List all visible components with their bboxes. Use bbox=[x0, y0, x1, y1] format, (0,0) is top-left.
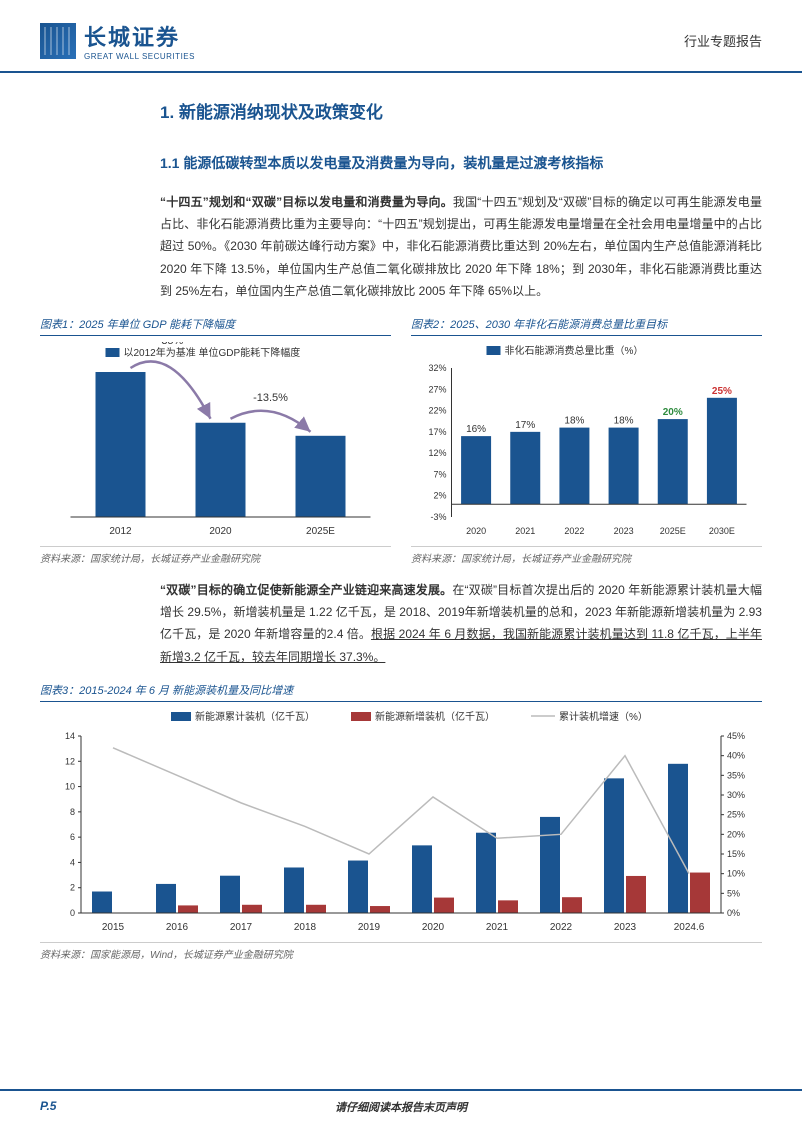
svg-text:30%: 30% bbox=[727, 790, 745, 800]
para1-rest: 我国“十四五”规划及“双碳”目标的确定以可再生能源发电量占比、非化石能源消费比重… bbox=[160, 195, 762, 298]
footer-disclaimer: 请仔细阅读本报告末页声明 bbox=[335, 1099, 467, 1115]
svg-text:20%: 20% bbox=[663, 407, 683, 418]
logo-main-text: 长城证券 bbox=[84, 25, 180, 50]
svg-text:2025E: 2025E bbox=[306, 526, 335, 537]
chart-2-area: 非化石能源消费总量比重（%） -3% 2% 7% 12% 17% 22% 27% 32% 16% 2… bbox=[411, 342, 762, 542]
svg-text:2018: 2018 bbox=[294, 922, 317, 933]
chart-2-title: 图表2：2025、2030 年非化石能源消费总量比重目标 bbox=[411, 316, 762, 336]
chart-3-source: 资料来源：国家能源局，Wind，长城证券产业金融研究院 bbox=[40, 942, 762, 961]
svg-text:非化石能源消费总量比重（%）: 非化石能源消费总量比重（%） bbox=[505, 344, 644, 357]
svg-text:2016: 2016 bbox=[166, 922, 189, 933]
svg-text:25%: 25% bbox=[712, 386, 732, 397]
svg-text:40%: 40% bbox=[727, 750, 745, 760]
footer-page: P.5 bbox=[40, 1099, 56, 1113]
svg-text:2020: 2020 bbox=[209, 526, 232, 537]
paragraph-2: “双碳”目标的确立促使新能源全产业链迎来高速发展。在“双碳”目标首次提出后的 2… bbox=[160, 579, 762, 668]
svg-text:2025E: 2025E bbox=[660, 526, 686, 536]
svg-text:16%: 16% bbox=[466, 424, 486, 435]
svg-text:新能源新增装机（亿千瓦）: 新能源新增装机（亿千瓦） bbox=[375, 710, 495, 723]
svg-text:45%: 45% bbox=[727, 731, 745, 741]
logo-icon bbox=[40, 23, 76, 59]
svg-text:14: 14 bbox=[65, 731, 75, 741]
svg-text:2017: 2017 bbox=[230, 922, 253, 933]
svg-text:2020: 2020 bbox=[422, 922, 445, 933]
svg-text:8: 8 bbox=[70, 807, 75, 817]
chart-3-title: 图表3：2015-2024 年 6 月 新能源装机量及同比增速 bbox=[40, 682, 762, 702]
main-content: 1. 新能源消纳现状及政策变化 1.1 能源低碳转型本质以发电量及消费量为导向，… bbox=[0, 73, 802, 961]
svg-text:2021: 2021 bbox=[486, 922, 509, 933]
svg-text:2030E: 2030E bbox=[709, 526, 735, 536]
svg-text:2%: 2% bbox=[433, 491, 446, 501]
chart-1-source: 资料来源：国家统计局，长城证券产业金融研究院 bbox=[40, 546, 391, 565]
logo-area: 长城证券 GREAT WALL SECURITIES bbox=[40, 20, 195, 61]
svg-text:2020: 2020 bbox=[466, 526, 486, 536]
svg-text:-13.5%: -13.5% bbox=[253, 392, 288, 404]
chart-3-block: 图表3：2015-2024 年 6 月 新能源装机量及同比增速 新能源累计装机（… bbox=[40, 682, 762, 961]
svg-text:18%: 18% bbox=[614, 416, 634, 427]
svg-text:2023: 2023 bbox=[614, 526, 634, 536]
svg-text:2022: 2022 bbox=[550, 922, 573, 933]
svg-text:2: 2 bbox=[70, 882, 75, 892]
svg-text:2015: 2015 bbox=[102, 922, 125, 933]
svg-text:以2012年为基准 单位GDP能耗下降幅度: 以2012年为基准 单位GDP能耗下降幅度 bbox=[124, 346, 301, 359]
svg-text:新能源累计装机（亿千瓦）: 新能源累计装机（亿千瓦） bbox=[195, 710, 315, 723]
svg-text:15%: 15% bbox=[727, 849, 745, 859]
svg-text:7%: 7% bbox=[433, 469, 446, 479]
svg-text:6: 6 bbox=[70, 832, 75, 842]
section-1-1-title: 1.1 能源低碳转型本质以发电量及消费量为导向，装机量是过渡考核指标 bbox=[160, 153, 762, 173]
svg-text:18%: 18% bbox=[564, 416, 584, 427]
svg-text:20%: 20% bbox=[727, 829, 745, 839]
page-header: 长城证券 GREAT WALL SECURITIES 行业专题报告 bbox=[0, 0, 802, 73]
para2-bold: “双碳”目标的确立促使新能源全产业链迎来高速发展。 bbox=[160, 583, 452, 597]
header-right-label: 行业专题报告 bbox=[684, 31, 762, 50]
svg-text:0%: 0% bbox=[727, 908, 740, 918]
svg-text:35%: 35% bbox=[727, 770, 745, 780]
svg-text:2024.6: 2024.6 bbox=[674, 922, 705, 933]
page-footer: P.5 请仔细阅读本报告末页声明 bbox=[0, 1089, 802, 1113]
svg-text:12: 12 bbox=[65, 756, 75, 766]
svg-text:27%: 27% bbox=[428, 384, 446, 394]
svg-text:5%: 5% bbox=[727, 888, 740, 898]
charts-row-1: 图表1：2025 年单位 GDP 能耗下降幅度 以2012年为基准 单位GDP能… bbox=[40, 316, 762, 565]
svg-text:32%: 32% bbox=[428, 363, 446, 373]
svg-text:25%: 25% bbox=[727, 809, 745, 819]
svg-text:-35%: -35% bbox=[158, 342, 184, 347]
chart-1-title: 图表1：2025 年单位 GDP 能耗下降幅度 bbox=[40, 316, 391, 336]
svg-text:2021: 2021 bbox=[515, 526, 535, 536]
chart-2-block: 图表2：2025、2030 年非化石能源消费总量比重目标 非化石能源消费总量比重… bbox=[411, 316, 762, 565]
svg-text:17%: 17% bbox=[428, 427, 446, 437]
svg-text:0: 0 bbox=[70, 908, 75, 918]
svg-text:2023: 2023 bbox=[614, 922, 637, 933]
paragraph-1: “十四五”规划和“双碳”目标以发电量和消费量为导向。我国“十四五”规划及“双碳”… bbox=[160, 191, 762, 302]
svg-text:12%: 12% bbox=[428, 448, 446, 458]
svg-text:2022: 2022 bbox=[564, 526, 584, 536]
svg-text:22%: 22% bbox=[428, 406, 446, 416]
svg-text:10: 10 bbox=[65, 781, 75, 791]
svg-text:4: 4 bbox=[70, 857, 75, 867]
section-1-title: 1. 新能源消纳现状及政策变化 bbox=[160, 98, 762, 123]
svg-text:-3%: -3% bbox=[430, 512, 446, 522]
svg-text:2012: 2012 bbox=[109, 526, 132, 537]
chart-1-area: 以2012年为基准 单位GDP能耗下降幅度 2012 2020 2025E -35% -1… bbox=[40, 342, 391, 542]
logo-sub-text: GREAT WALL SECURITIES bbox=[84, 52, 195, 61]
chart-2-source: 资料来源：国家统计局，长城证券产业金融研究院 bbox=[411, 546, 762, 565]
chart-1-block: 图表1：2025 年单位 GDP 能耗下降幅度 以2012年为基准 单位GDP能… bbox=[40, 316, 391, 565]
para1-bold: “十四五”规划和“双碳”目标以发电量和消费量为导向。 bbox=[160, 195, 453, 209]
svg-text:累计装机增速（%）: 累计装机增速（%） bbox=[559, 710, 648, 723]
chart-3-area: 新能源累计装机（亿千瓦） 新能源新增装机（亿千瓦） 累计装机增速（%） 0 2 4 6 8 10… bbox=[40, 708, 762, 938]
svg-text:17%: 17% bbox=[515, 420, 535, 431]
svg-text:2019: 2019 bbox=[358, 922, 381, 933]
svg-text:10%: 10% bbox=[727, 868, 745, 878]
